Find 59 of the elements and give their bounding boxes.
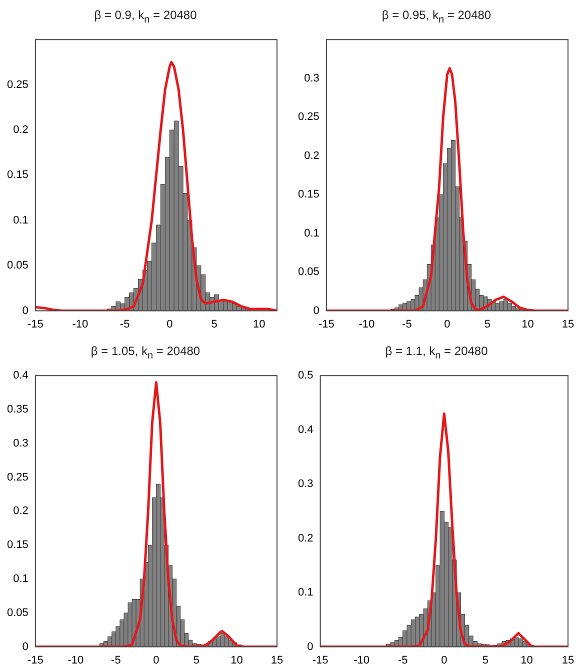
- x-tick-label: -15: [27, 654, 44, 666]
- x-tick-label: 5: [211, 318, 218, 330]
- y-tick-label: 0: [313, 304, 320, 317]
- x-tick-label: 15: [562, 654, 574, 666]
- chart-title: β = 1.05, k$_{n}$ = 20480: [90, 343, 202, 364]
- y-tick-label: 0.35: [6, 404, 28, 416]
- x-tick-label: -15: [27, 318, 44, 330]
- x-tick-label: 10: [522, 318, 534, 330]
- x-tick-label: -10: [354, 654, 370, 666]
- x-tick-label: -15: [312, 654, 328, 666]
- y-tick-label: 0.25: [6, 471, 28, 484]
- y-tick-label: 0.05: [6, 260, 28, 272]
- y-tick-label: 0.25: [6, 78, 28, 91]
- y-tick-label: 0.15: [6, 169, 28, 182]
- y-tick-label: 0.2: [13, 505, 28, 518]
- y-tick-label: 0.2: [298, 532, 314, 544]
- chart-title: β = 0.9, k$_{n}$ = 20480: [93, 7, 198, 28]
- chart-title: β = 0.95, k$_{n}$ = 20480: [380, 7, 492, 28]
- chart-title: β = 1.1, k$_{n}$ = 20480: [384, 343, 489, 364]
- x-tick-label: -5: [120, 318, 130, 330]
- x-tick-label: -10: [72, 318, 88, 330]
- x-tick-label: 15: [562, 318, 574, 330]
- y-tick-label: 0.1: [304, 227, 320, 240]
- y-tick-label: 0.3: [13, 437, 28, 450]
- y-tick-label: 0.5: [298, 370, 314, 382]
- y-tick-label: 0.15: [298, 188, 320, 201]
- y-tick-label: 0.05: [6, 606, 28, 619]
- y-tick-label: 0.4: [13, 370, 28, 382]
- y-tick-label: 0: [307, 640, 314, 653]
- x-tick-label: -5: [398, 654, 408, 666]
- y-tick-label: 0.25: [298, 111, 320, 124]
- x-tick-label: 5: [482, 654, 488, 666]
- x-tick-label: -10: [358, 318, 375, 330]
- x-tick-label: 0: [153, 654, 160, 666]
- x-tick-label: -10: [68, 654, 84, 666]
- x-tick-label: 10: [230, 654, 243, 666]
- x-tick-label: 15: [270, 654, 284, 666]
- y-tick-label: 0.2: [13, 124, 28, 136]
- y-tick-label: 0.3: [304, 72, 320, 84]
- x-tick-label: 0: [166, 318, 173, 330]
- y-tick-label: 0: [22, 304, 28, 317]
- y-tick-label: 0.1: [298, 586, 314, 599]
- x-tick-label: -5: [402, 318, 412, 330]
- y-tick-label: 0.05: [298, 266, 320, 278]
- y-tick-label: 0.4: [298, 424, 314, 436]
- y-tick-label: 0.1: [13, 214, 28, 226]
- x-tick-label: 10: [520, 654, 533, 666]
- x-tick-label: -5: [111, 654, 121, 666]
- x-tick-label: -15: [318, 318, 334, 330]
- x-tick-label: 10: [252, 318, 266, 330]
- y-tick-label: 0.3: [298, 478, 314, 490]
- y-tick-label: 0: [22, 640, 28, 653]
- y-tick-label: 0.15: [6, 539, 28, 552]
- x-tick-label: 0: [441, 654, 448, 666]
- x-tick-label: 5: [193, 654, 200, 666]
- y-tick-label: 0.1: [13, 573, 28, 586]
- y-tick-label: 0.2: [304, 150, 320, 162]
- x-tick-label: 0: [444, 318, 450, 330]
- x-tick-label: 5: [484, 318, 491, 330]
